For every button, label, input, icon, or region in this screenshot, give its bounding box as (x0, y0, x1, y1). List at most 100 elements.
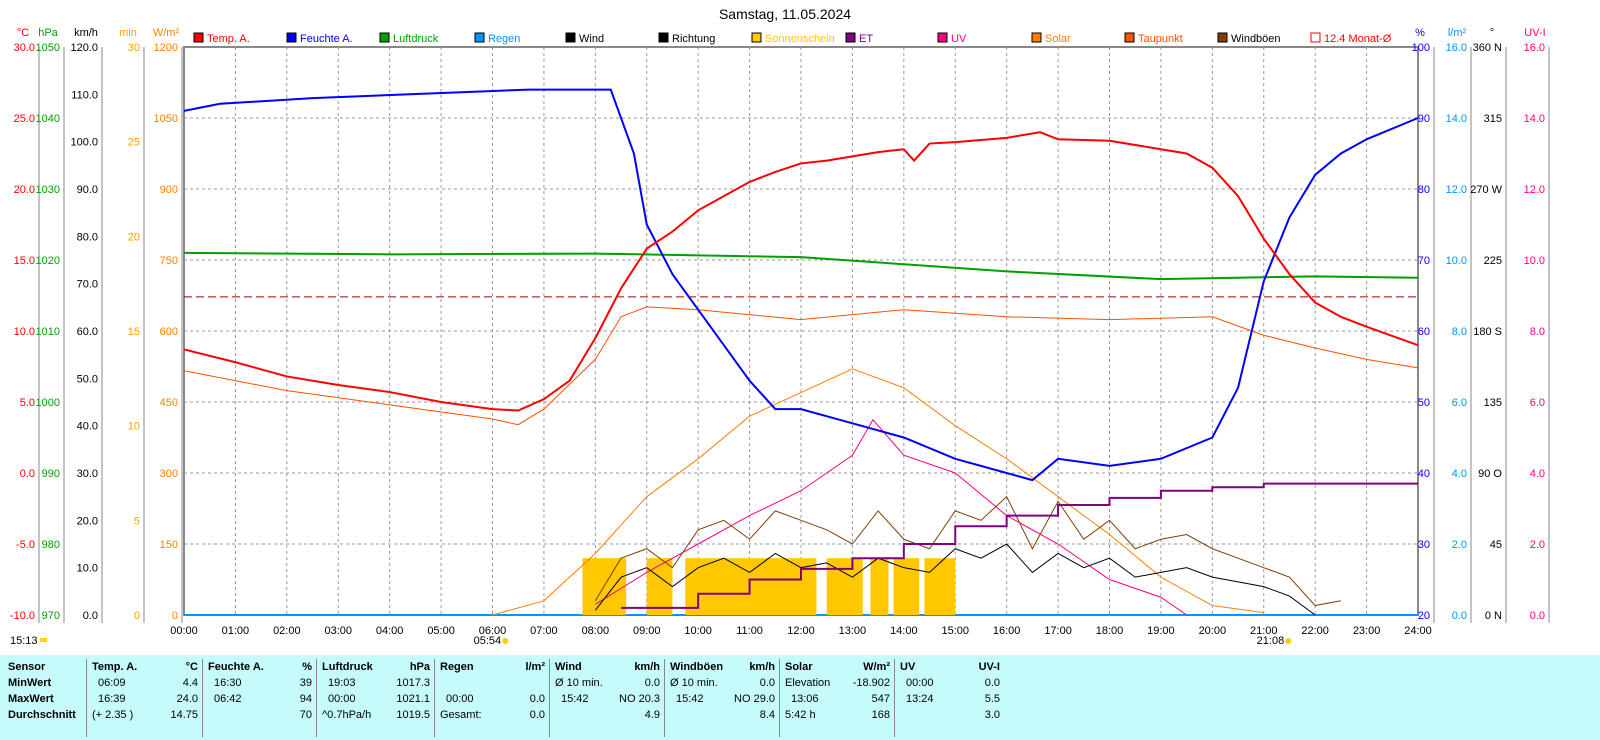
axis-tick-right: 14.0 (1524, 113, 1545, 125)
series-wind (594, 543, 1316, 616)
legend-swatch (845, 32, 856, 43)
table-value: NO 29.0 (734, 693, 775, 705)
axis-tick-right: 80 (1418, 184, 1430, 196)
table-value: 1021.1 (396, 693, 430, 705)
series-et (621, 482, 1418, 609)
legend-item: Taupunkt (1138, 33, 1183, 45)
column-divider (202, 659, 203, 737)
table-unit: UV-I (978, 661, 1000, 673)
sunshine-bar (685, 558, 817, 615)
axis-tick-right: 0.0 (1530, 610, 1545, 622)
axis-tick-left: 30 (128, 42, 140, 54)
table-cell: 00:00 (906, 677, 934, 689)
table-cell: 00:00 (328, 693, 356, 705)
axis-tick-right: 12.0 (1524, 184, 1545, 196)
column-divider (316, 659, 317, 737)
axis-tick-left: 20.0 (77, 515, 98, 527)
axis-unit-right: ° (1490, 27, 1494, 39)
table-value: -18.902 (852, 677, 890, 689)
sunshine-bar (646, 558, 673, 615)
table-cell: Elevation (785, 677, 831, 689)
table-unit: km/h (749, 661, 775, 673)
table-cell: 00:00 (446, 693, 474, 705)
axis-tick-left: 900 (160, 184, 178, 196)
axis-tick-right: 8.0 (1452, 326, 1467, 338)
axis-tick-left: 750 (160, 255, 178, 267)
legend-swatch (565, 32, 576, 43)
axis-tick-right: 6.0 (1452, 397, 1467, 409)
axis-tick-left: 20.0 (14, 184, 35, 196)
column-divider (894, 659, 895, 737)
legend-swatch (1031, 32, 1042, 43)
table-header: Regen (440, 661, 474, 673)
table-cell: Ø 10 min. (555, 677, 603, 689)
axis-tick-right: 20 (1418, 610, 1430, 622)
axis-tick-right: 4.0 (1530, 468, 1545, 480)
table-cell: 13:24 (906, 693, 934, 705)
axis-tick-left: 1050 (36, 42, 60, 54)
table-value: 1019.5 (396, 709, 430, 721)
x-tick-label: 10:00 (684, 625, 712, 637)
axis-tick-left: 1030 (36, 184, 60, 196)
table-cell: 19:03 (328, 677, 356, 689)
axis-unit-left: km/h (74, 27, 98, 39)
axis-tick-left: 80.0 (77, 231, 98, 243)
table-header: Feuchte A. (208, 661, 264, 673)
axis-tick-left: 970 (42, 610, 60, 622)
column-divider (779, 659, 780, 737)
axis-tick-right: 315 (1484, 113, 1502, 125)
axis-tick-left: 50.0 (77, 373, 98, 385)
axis-tick-left: 70.0 (77, 279, 98, 291)
x-tick-label: 09:00 (633, 625, 661, 637)
axis-tick-left: -10.0 (10, 610, 35, 622)
axis-tick-left: 1040 (36, 113, 60, 125)
sun-icon (502, 638, 509, 644)
series-feuchte-a- (183, 88, 1419, 482)
legend-swatch (379, 32, 390, 43)
legend-item: Wind (579, 33, 604, 45)
x-tick-label: 21:00 (1250, 625, 1278, 637)
table-value: 0.0 (529, 709, 545, 721)
table-cell: 15:42 (676, 693, 704, 705)
axis-tick-left: 15.0 (14, 255, 35, 267)
axis-tick-left: 30.0 (14, 42, 35, 54)
table-value: 4.4 (182, 677, 198, 689)
legend-swatch (937, 32, 948, 43)
x-tick-label: 18:00 (1096, 625, 1124, 637)
legend-swatch (1310, 32, 1321, 43)
series-uv (595, 418, 1187, 616)
axis-tick-left: 10.0 (77, 563, 98, 575)
table-value: NO 20.3 (619, 693, 660, 705)
axis-tick-left: 10 (128, 421, 140, 433)
table-cell: 15:42 (561, 693, 589, 705)
legend-item: Solar (1045, 33, 1071, 45)
legend-swatch (1124, 32, 1135, 43)
axis-tick-left: 40.0 (77, 421, 98, 433)
axis-tick-left: 300 (160, 468, 178, 480)
x-tick-label: 22:00 (1301, 625, 1329, 637)
x-tick-label: 13:00 (839, 625, 867, 637)
x-tick-label: 11:00 (736, 625, 763, 637)
moon-label: 15:13 (10, 635, 38, 647)
x-tick-label: 16:00 (993, 625, 1021, 637)
axis-tick-left: 0 (172, 610, 178, 622)
x-tick-label: 17:00 (1044, 625, 1072, 637)
column-divider (86, 659, 87, 737)
table-value: 1017.3 (396, 677, 430, 689)
table-header: Luftdruck (322, 661, 373, 673)
column-divider (549, 659, 550, 737)
axis-tick-left: 1010 (36, 326, 60, 338)
axis-tick-left: 60.0 (77, 326, 98, 338)
x-tick-label: 00:00 (170, 625, 198, 637)
axis-tick-left: 980 (42, 539, 60, 551)
row-label: MaxWert (8, 693, 54, 705)
axis-unit-right: UV-I (1524, 27, 1545, 39)
table-value: 0.0 (644, 677, 660, 689)
x-tick-label: 23:00 (1353, 625, 1381, 637)
legend-item: UV (951, 33, 967, 45)
axis-tick-right: 16.0 (1524, 42, 1545, 54)
legend-item: ET (859, 33, 873, 45)
table-cell: 06:42 (214, 693, 242, 705)
axis-tick-right: 2.0 (1452, 539, 1467, 551)
table-unit: hPa (409, 661, 430, 673)
